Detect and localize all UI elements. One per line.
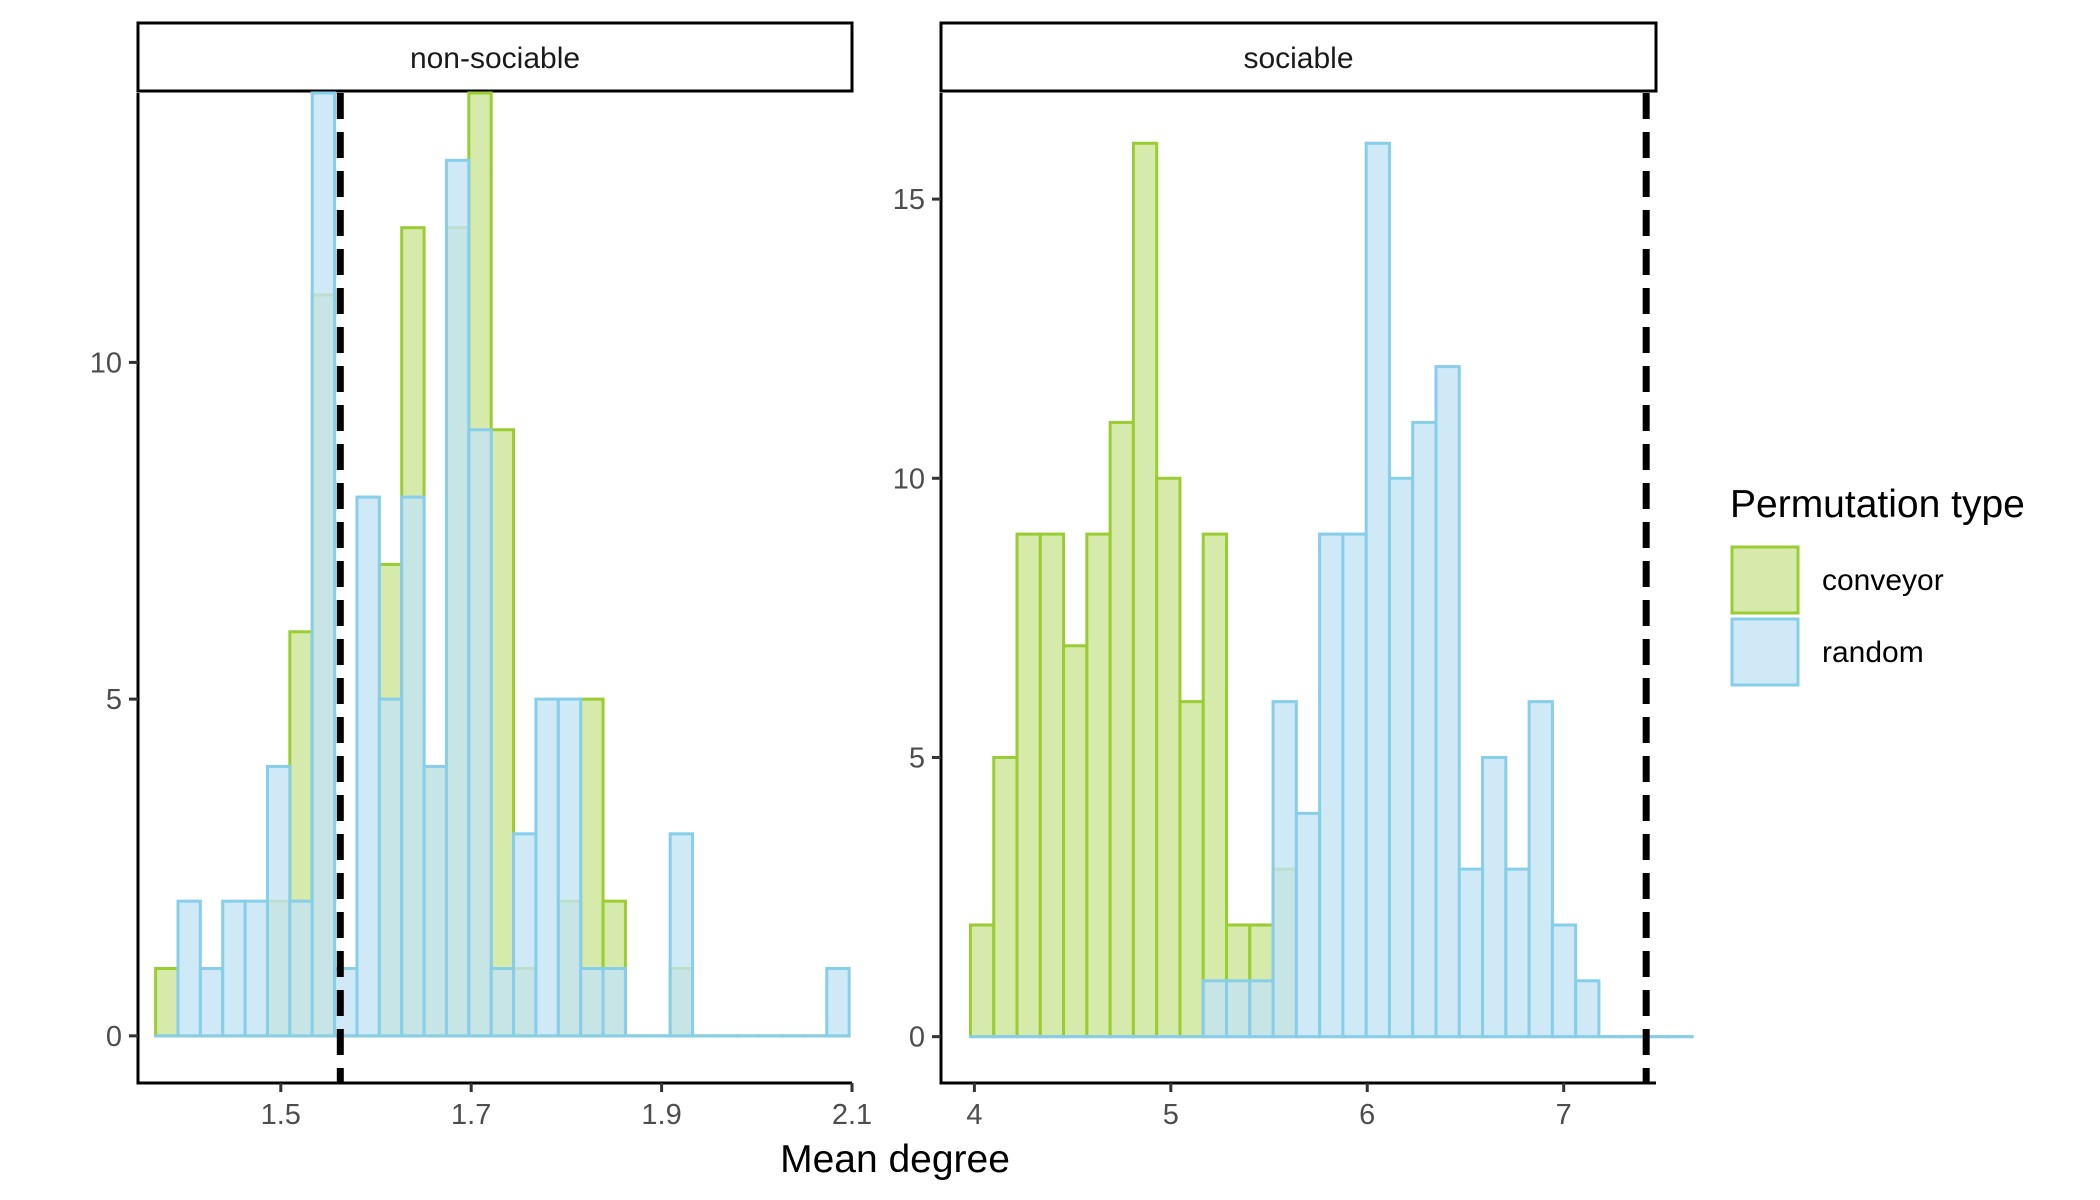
bar-random-19: [579, 967, 605, 1038]
legend-key-random: [1730, 617, 1800, 687]
bar-random-9: [355, 495, 381, 1038]
bar-conveyor-1: [992, 755, 1019, 1039]
bar-random-23: [668, 832, 695, 1038]
x-tick-label: 1.5: [261, 1099, 301, 1131]
bar-random-26: [1574, 979, 1601, 1039]
series-conveyor: [154, 91, 851, 1038]
bar-random-22: [1481, 755, 1508, 1039]
legend: Permutation type conveyor random: [1730, 483, 2025, 687]
bar-random-23: [1504, 867, 1531, 1039]
x-axis-label: Mean degree: [780, 1138, 1010, 1181]
y-tick-label: 10: [893, 463, 925, 495]
bar-random-11: [400, 495, 426, 1038]
bar-conveyor-2: [1015, 532, 1042, 1039]
bar-conveyor-7: [1131, 141, 1159, 1039]
bar-random-13: [1271, 700, 1298, 1039]
bar-random-12: [422, 764, 448, 1038]
bar-random-2: [198, 967, 225, 1038]
bar-random-17: [1364, 141, 1391, 1039]
legend-title: Permutation type: [1730, 483, 2025, 526]
bar-random-20: [1434, 365, 1461, 1039]
panel-non-sociable: non-sociable 0 5 10 1.5 1.7 1.9 2.1: [90, 21, 872, 1131]
bar-random-5: [265, 764, 292, 1038]
bar-conveyor-4: [1062, 644, 1089, 1039]
x-tick-label: 6: [1359, 1099, 1375, 1131]
bar-random-11: [1225, 979, 1252, 1039]
x-tick-label: 1.7: [451, 1099, 491, 1131]
bar-conveyor-0: [968, 923, 996, 1039]
bar-random-16: [512, 832, 538, 1038]
y-tick-label: 0: [106, 1021, 122, 1053]
bar-random-3: [221, 899, 247, 1038]
x-tick-label: 1.9: [641, 1099, 681, 1131]
bar-random-20: [601, 967, 627, 1038]
facet-strip-label: sociable: [1243, 42, 1353, 75]
series-random: [154, 91, 851, 1038]
facet-strip: [939, 21, 1658, 93]
bar-conveyor-10: [1201, 532, 1229, 1039]
facet-strip-label: non-sociable: [410, 42, 580, 75]
bar-random-25: [1550, 923, 1578, 1039]
bar-random-15: [1318, 532, 1345, 1039]
x-tick-label: 4: [966, 1099, 982, 1131]
bar-conveyor-0: [154, 967, 180, 1038]
bar-conveyor-5: [1085, 532, 1112, 1039]
x-tick-label: 7: [1556, 1099, 1572, 1131]
bar-random-7: [310, 91, 337, 1038]
bar-random-14: [467, 428, 493, 1038]
x-tick-label: 5: [1163, 1099, 1179, 1131]
y-tick-label: 10: [90, 347, 122, 379]
bar-random-15: [489, 967, 516, 1038]
y-tick-label: 5: [909, 742, 925, 774]
bar-random-6: [288, 899, 314, 1038]
legend-label-conveyor: conveyor: [1822, 564, 1944, 597]
bar-random-10: [1201, 979, 1229, 1039]
y-tick-label: 15: [893, 184, 925, 216]
bar-random-18: [1387, 476, 1415, 1039]
bar-random-24: [1527, 700, 1554, 1039]
bar-random-10: [377, 697, 404, 1038]
legend-key-conveyor: [1730, 545, 1800, 615]
bar-random-17: [534, 697, 560, 1038]
facet-strip: [136, 21, 854, 93]
bar-conveyor-9: [1178, 700, 1205, 1039]
legend-label-random: random: [1822, 636, 1924, 669]
bar-random-14: [1294, 811, 1322, 1039]
series-random: [968, 141, 1694, 1039]
bar-random-4: [243, 899, 269, 1038]
bar-conveyor-15: [489, 428, 516, 1038]
bar-random-13: [444, 158, 471, 1038]
bar-conveyor-8: [1155, 476, 1182, 1039]
bar-random-1: [176, 899, 202, 1038]
bar-random-30: [825, 967, 851, 1038]
bar-conveyor-6: [1108, 420, 1135, 1039]
bar-random-19: [1411, 420, 1438, 1039]
panel-sociable: sociable 0 5 10 15 4 5 6 7: [893, 21, 1694, 1131]
bar-random-16: [1341, 532, 1368, 1039]
bar-conveyor-3: [1038, 532, 1066, 1039]
bar-random-21: [1457, 867, 1485, 1039]
bar-random-18: [556, 697, 583, 1038]
x-tick-label: 2.1: [832, 1099, 872, 1131]
y-tick-label: 0: [909, 1022, 925, 1054]
y-tick-label: 5: [106, 684, 122, 716]
bar-random-12: [1248, 979, 1275, 1039]
